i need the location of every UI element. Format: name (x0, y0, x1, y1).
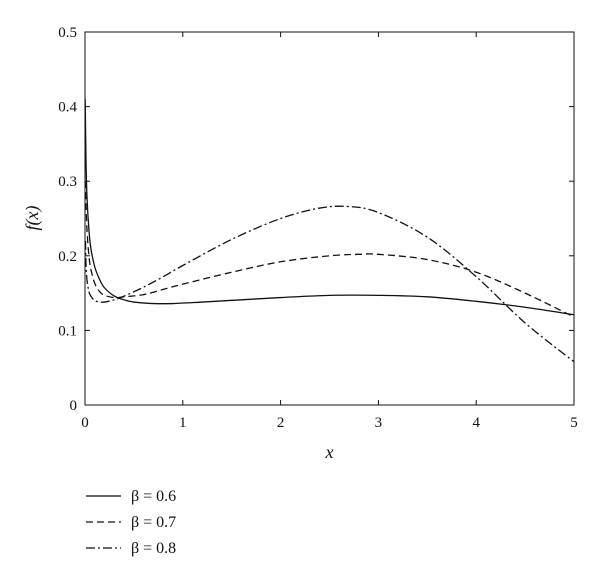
x-tick-label: 5 (570, 415, 578, 431)
series-line-2 (84, 181, 575, 318)
x-tick-label: 3 (375, 415, 383, 431)
y-tick-label: 0 (70, 398, 78, 414)
x-axis-title: x (325, 442, 334, 462)
series-line-1 (84, 99, 575, 316)
x-tick-label: 1 (179, 415, 187, 431)
x-tick-label: 0 (81, 415, 89, 431)
y-tick-label: 0.4 (58, 100, 77, 116)
legend-label-1: β = 0.6 (131, 488, 176, 505)
y-tick-label: 0.5 (58, 25, 77, 41)
x-tick-label: 4 (472, 415, 480, 431)
y-tick-label: 0.3 (58, 174, 77, 190)
y-axis-title: f(x) (22, 206, 43, 231)
y-tick-label: 0.2 (58, 249, 77, 265)
x-tick-label: 2 (277, 415, 285, 431)
legend-label-2: β = 0.7 (131, 514, 176, 531)
plot-lines (84, 99, 575, 363)
plot-area-frame (84, 31, 575, 406)
legend: β = 0.6 β = 0.7 β = 0.8 (86, 488, 176, 557)
legend-label-3: β = 0.8 (131, 540, 176, 557)
series-line-3 (84, 205, 575, 363)
axis-ticks: 0 1 2 3 4 5 0 0.1 0.2 0.3 0.4 0.5 (58, 25, 578, 431)
y-tick-label: 0.1 (58, 323, 77, 339)
